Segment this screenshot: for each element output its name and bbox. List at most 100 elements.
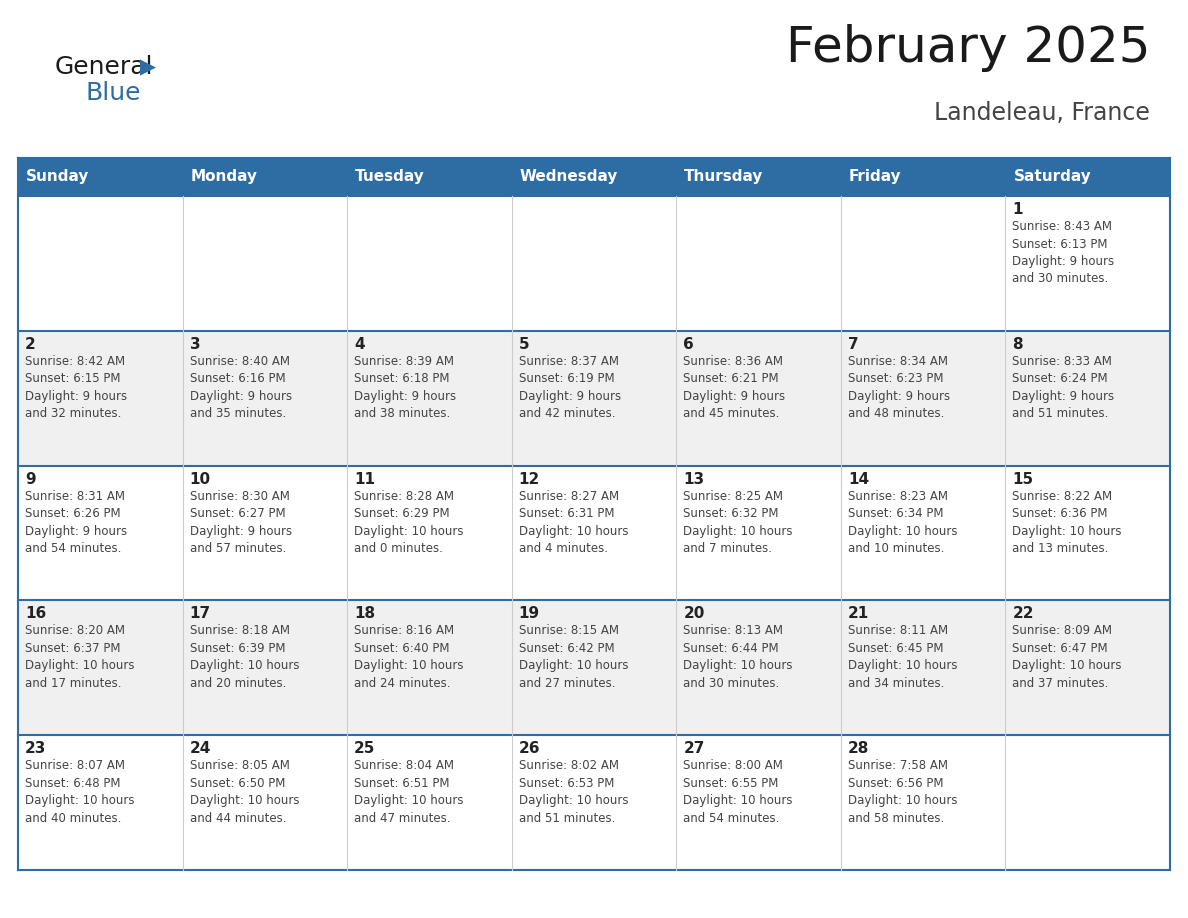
Text: February 2025: February 2025	[785, 24, 1150, 72]
Text: Sunrise: 8:00 AM
Sunset: 6:55 PM
Daylight: 10 hours
and 54 minutes.: Sunrise: 8:00 AM Sunset: 6:55 PM Dayligh…	[683, 759, 792, 824]
Text: Sunrise: 8:30 AM
Sunset: 6:27 PM
Daylight: 9 hours
and 57 minutes.: Sunrise: 8:30 AM Sunset: 6:27 PM Dayligh…	[190, 489, 292, 555]
Text: Sunrise: 8:43 AM
Sunset: 6:13 PM
Daylight: 9 hours
and 30 minutes.: Sunrise: 8:43 AM Sunset: 6:13 PM Dayligh…	[1012, 220, 1114, 285]
Text: 10: 10	[190, 472, 210, 487]
Text: Sunrise: 8:34 AM
Sunset: 6:23 PM
Daylight: 9 hours
and 48 minutes.: Sunrise: 8:34 AM Sunset: 6:23 PM Dayligh…	[848, 354, 950, 420]
Bar	[1005, 735, 1170, 870]
Text: Sunrise: 8:20 AM
Sunset: 6:37 PM
Daylight: 10 hours
and 17 minutes.: Sunrise: 8:20 AM Sunset: 6:37 PM Dayligh…	[25, 624, 134, 690]
Text: Sunrise: 8:13 AM
Sunset: 6:44 PM
Daylight: 10 hours
and 30 minutes.: Sunrise: 8:13 AM Sunset: 6:44 PM Dayligh…	[683, 624, 792, 690]
Text: Sunrise: 8:37 AM
Sunset: 6:19 PM
Daylight: 9 hours
and 42 minutes.: Sunrise: 8:37 AM Sunset: 6:19 PM Dayligh…	[519, 354, 621, 420]
Bar	[1005, 196, 1170, 330]
Bar	[841, 196, 1005, 330]
Bar	[512, 465, 676, 600]
Text: ▶: ▶	[140, 57, 156, 77]
Text: Sunday: Sunday	[26, 170, 89, 185]
Text: Sunrise: 8:18 AM
Sunset: 6:39 PM
Daylight: 10 hours
and 20 minutes.: Sunrise: 8:18 AM Sunset: 6:39 PM Dayligh…	[190, 624, 299, 690]
Bar	[183, 600, 347, 735]
Text: Saturday: Saturday	[1013, 170, 1092, 185]
Text: 23: 23	[25, 741, 46, 756]
Text: Sunrise: 8:42 AM
Sunset: 6:15 PM
Daylight: 9 hours
and 32 minutes.: Sunrise: 8:42 AM Sunset: 6:15 PM Dayligh…	[25, 354, 127, 420]
Text: 19: 19	[519, 607, 539, 621]
Bar	[1005, 330, 1170, 465]
Text: 24: 24	[190, 741, 211, 756]
Bar	[18, 600, 183, 735]
Text: Sunrise: 8:23 AM
Sunset: 6:34 PM
Daylight: 10 hours
and 10 minutes.: Sunrise: 8:23 AM Sunset: 6:34 PM Dayligh…	[848, 489, 958, 555]
Bar	[676, 196, 841, 330]
Text: Sunrise: 8:31 AM
Sunset: 6:26 PM
Daylight: 9 hours
and 54 minutes.: Sunrise: 8:31 AM Sunset: 6:26 PM Dayligh…	[25, 489, 127, 555]
Text: Sunrise: 8:04 AM
Sunset: 6:51 PM
Daylight: 10 hours
and 47 minutes.: Sunrise: 8:04 AM Sunset: 6:51 PM Dayligh…	[354, 759, 463, 824]
Text: 22: 22	[1012, 607, 1034, 621]
Text: 3: 3	[190, 337, 201, 352]
Bar	[676, 465, 841, 600]
Text: Tuesday: Tuesday	[355, 170, 425, 185]
Text: Sunrise: 8:27 AM
Sunset: 6:31 PM
Daylight: 10 hours
and 4 minutes.: Sunrise: 8:27 AM Sunset: 6:31 PM Dayligh…	[519, 489, 628, 555]
Bar	[1005, 465, 1170, 600]
Text: 9: 9	[25, 472, 36, 487]
Bar	[18, 735, 183, 870]
Text: Blue: Blue	[86, 81, 140, 105]
Text: 26: 26	[519, 741, 541, 756]
Text: Sunrise: 7:58 AM
Sunset: 6:56 PM
Daylight: 10 hours
and 58 minutes.: Sunrise: 7:58 AM Sunset: 6:56 PM Dayligh…	[848, 759, 958, 824]
Text: Sunrise: 8:28 AM
Sunset: 6:29 PM
Daylight: 10 hours
and 0 minutes.: Sunrise: 8:28 AM Sunset: 6:29 PM Dayligh…	[354, 489, 463, 555]
Text: 6: 6	[683, 337, 694, 352]
Text: Sunrise: 8:02 AM
Sunset: 6:53 PM
Daylight: 10 hours
and 51 minutes.: Sunrise: 8:02 AM Sunset: 6:53 PM Dayligh…	[519, 759, 628, 824]
Text: 4: 4	[354, 337, 365, 352]
Bar	[1005, 600, 1170, 735]
Bar	[841, 465, 1005, 600]
Bar	[183, 196, 347, 330]
Text: Sunrise: 8:07 AM
Sunset: 6:48 PM
Daylight: 10 hours
and 40 minutes.: Sunrise: 8:07 AM Sunset: 6:48 PM Dayligh…	[25, 759, 134, 824]
Text: 7: 7	[848, 337, 859, 352]
Text: General: General	[55, 55, 153, 79]
Bar	[183, 330, 347, 465]
Text: 25: 25	[354, 741, 375, 756]
Text: 11: 11	[354, 472, 375, 487]
Bar	[18, 196, 183, 330]
Bar	[676, 600, 841, 735]
Text: Sunrise: 8:40 AM
Sunset: 6:16 PM
Daylight: 9 hours
and 35 minutes.: Sunrise: 8:40 AM Sunset: 6:16 PM Dayligh…	[190, 354, 292, 420]
Text: Sunrise: 8:15 AM
Sunset: 6:42 PM
Daylight: 10 hours
and 27 minutes.: Sunrise: 8:15 AM Sunset: 6:42 PM Dayligh…	[519, 624, 628, 690]
Text: 16: 16	[25, 607, 46, 621]
Bar	[183, 465, 347, 600]
Text: 14: 14	[848, 472, 868, 487]
Text: Sunrise: 8:11 AM
Sunset: 6:45 PM
Daylight: 10 hours
and 34 minutes.: Sunrise: 8:11 AM Sunset: 6:45 PM Dayligh…	[848, 624, 958, 690]
Text: 1: 1	[1012, 202, 1023, 217]
Text: 28: 28	[848, 741, 870, 756]
Bar	[18, 330, 183, 465]
Text: Sunrise: 8:16 AM
Sunset: 6:40 PM
Daylight: 10 hours
and 24 minutes.: Sunrise: 8:16 AM Sunset: 6:40 PM Dayligh…	[354, 624, 463, 690]
Text: Sunrise: 8:05 AM
Sunset: 6:50 PM
Daylight: 10 hours
and 44 minutes.: Sunrise: 8:05 AM Sunset: 6:50 PM Dayligh…	[190, 759, 299, 824]
Text: Sunrise: 8:36 AM
Sunset: 6:21 PM
Daylight: 9 hours
and 45 minutes.: Sunrise: 8:36 AM Sunset: 6:21 PM Dayligh…	[683, 354, 785, 420]
Text: Sunrise: 8:25 AM
Sunset: 6:32 PM
Daylight: 10 hours
and 7 minutes.: Sunrise: 8:25 AM Sunset: 6:32 PM Dayligh…	[683, 489, 792, 555]
Text: Sunrise: 8:09 AM
Sunset: 6:47 PM
Daylight: 10 hours
and 37 minutes.: Sunrise: 8:09 AM Sunset: 6:47 PM Dayligh…	[1012, 624, 1121, 690]
Text: 15: 15	[1012, 472, 1034, 487]
Bar	[347, 600, 512, 735]
Text: 27: 27	[683, 741, 704, 756]
Text: Sunrise: 8:39 AM
Sunset: 6:18 PM
Daylight: 9 hours
and 38 minutes.: Sunrise: 8:39 AM Sunset: 6:18 PM Dayligh…	[354, 354, 456, 420]
Text: Monday: Monday	[190, 170, 258, 185]
Bar	[347, 330, 512, 465]
Bar	[512, 330, 676, 465]
Text: 12: 12	[519, 472, 541, 487]
Bar	[18, 465, 183, 600]
Text: 20: 20	[683, 607, 704, 621]
Bar	[676, 330, 841, 465]
Bar	[512, 196, 676, 330]
Bar	[841, 600, 1005, 735]
Bar	[676, 735, 841, 870]
Text: Sunrise: 8:22 AM
Sunset: 6:36 PM
Daylight: 10 hours
and 13 minutes.: Sunrise: 8:22 AM Sunset: 6:36 PM Dayligh…	[1012, 489, 1121, 555]
Text: 17: 17	[190, 607, 210, 621]
Bar	[512, 600, 676, 735]
Text: Friday: Friday	[849, 170, 902, 185]
Bar	[183, 735, 347, 870]
Bar	[841, 735, 1005, 870]
Bar	[841, 330, 1005, 465]
Text: 13: 13	[683, 472, 704, 487]
Bar	[512, 735, 676, 870]
Bar	[347, 735, 512, 870]
Text: Sunrise: 8:33 AM
Sunset: 6:24 PM
Daylight: 9 hours
and 51 minutes.: Sunrise: 8:33 AM Sunset: 6:24 PM Dayligh…	[1012, 354, 1114, 420]
Text: 8: 8	[1012, 337, 1023, 352]
Text: 2: 2	[25, 337, 36, 352]
Bar	[18, 158, 1170, 196]
Text: Landeleau, France: Landeleau, France	[934, 101, 1150, 125]
Text: Thursday: Thursday	[684, 170, 764, 185]
Text: 18: 18	[354, 607, 375, 621]
Text: 5: 5	[519, 337, 530, 352]
